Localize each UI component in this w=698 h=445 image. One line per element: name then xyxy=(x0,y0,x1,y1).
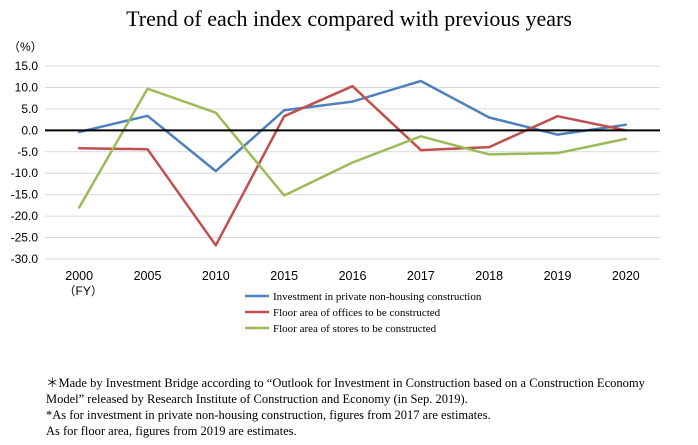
x-tick-label: 2018 xyxy=(475,269,503,283)
line-chart: （%） 15.0 10.0 5.0 0.0 -5.0 -10.0 -15.0 -20.0 -25.… xyxy=(8,40,660,335)
footnote-line: As for floor area, figures from 2019 are… xyxy=(46,424,297,438)
legend-label: Floor area of stores to be constructed xyxy=(273,323,437,335)
x-tick-label: 2016 xyxy=(339,269,367,283)
x-tick-label: 2015 xyxy=(270,269,298,283)
series-line xyxy=(77,87,628,209)
y-tick-label: 0.0 xyxy=(21,123,38,137)
y-tick-label: -15.0 xyxy=(11,188,39,202)
footnote-line: *As for investment in private non-housin… xyxy=(46,408,491,422)
y-tick-label: -10.0 xyxy=(11,166,39,180)
x-tick-label: 2000 xyxy=(65,269,93,283)
footnotes: ＊Made by Investment Bridge according to … xyxy=(46,375,645,439)
chart-title: Trend of each index compared with previo… xyxy=(126,6,572,31)
y-tick-label: -20.0 xyxy=(11,209,39,223)
y-tick-label: 15.0 xyxy=(15,59,39,73)
footnote-line: Model” released by Research Institute of… xyxy=(46,392,468,406)
footnote-line: ＊Made by Investment Bridge according to … xyxy=(46,376,645,390)
y-axis-label: （%） xyxy=(8,40,43,54)
y-tick-label: -25.0 xyxy=(11,231,39,245)
x-axis-unit-label: （FY） xyxy=(63,284,102,298)
y-tick-label: 5.0 xyxy=(21,102,38,116)
legend-label: Floor area of offices to be constructed xyxy=(273,307,441,319)
x-tick-label: 2005 xyxy=(134,269,162,283)
series-line xyxy=(77,84,628,247)
x-tick-label: 2017 xyxy=(407,269,435,283)
series-line xyxy=(77,79,628,173)
x-tick-label: 2010 xyxy=(202,269,230,283)
x-tick-label: 2020 xyxy=(612,269,640,283)
y-tick-label: 10.0 xyxy=(15,80,39,94)
legend-label: Investment in private non-housing constr… xyxy=(273,291,482,303)
x-tick-label: 2019 xyxy=(544,269,572,283)
y-tick-label: -5.0 xyxy=(17,145,38,159)
y-tick-label: -30.0 xyxy=(11,252,39,266)
